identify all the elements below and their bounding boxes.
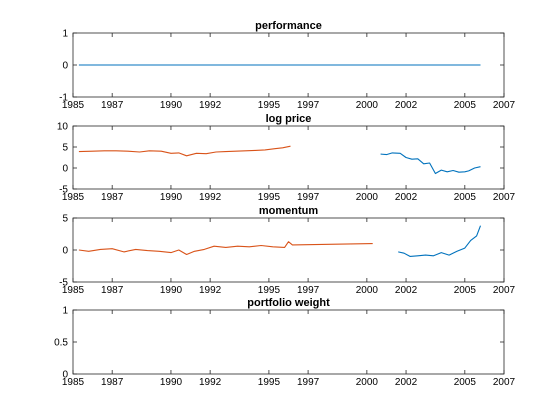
x-tick-label: 1995 <box>258 377 281 388</box>
axes-box <box>72 125 505 190</box>
x-tick-label: 1987 <box>101 100 124 111</box>
series-line-1 <box>78 145 291 157</box>
x-tick-label: 1995 <box>258 192 281 203</box>
x-tick-label: 1985 <box>62 377 85 388</box>
subplot-title: log price <box>266 113 312 125</box>
y-tick-label: -5 <box>59 278 68 289</box>
x-tick-label: 1992 <box>199 285 222 296</box>
x-tick-label: 2000 <box>356 192 379 203</box>
x-tick-label: 1997 <box>297 377 320 388</box>
x-tick-label: 1990 <box>160 100 183 111</box>
x-tick-label: 1987 <box>101 285 124 296</box>
y-tick-label: 1 <box>62 306 68 317</box>
x-tick-label: 2007 <box>493 285 516 296</box>
x-tick-label: 1985 <box>62 285 85 296</box>
subplot-4: portfolio weight 1985 1987 1990 1992 1995 1997… <box>54 297 515 388</box>
x-tick-label: 2005 <box>454 377 477 388</box>
x-tick-label: 2005 <box>454 192 477 203</box>
x-tick-label: 2000 <box>356 100 379 111</box>
x-tick-label: 1997 <box>297 285 320 296</box>
x-tick-label: 1995 <box>258 285 281 296</box>
y-tick-label: 1 <box>62 29 68 40</box>
x-tick-label: 2005 <box>454 285 477 296</box>
y-tick-label: 5 <box>62 143 68 154</box>
x-tick-label: 2002 <box>395 377 418 388</box>
y-tick-label: -1 <box>59 93 68 104</box>
x-tick-label: 1995 <box>258 100 281 111</box>
subplot-title: portfolio weight <box>247 297 330 309</box>
x-tick-label: 2002 <box>395 100 418 111</box>
x-tick-label: 1992 <box>199 192 222 203</box>
y-tick-label: 0 <box>62 246 68 257</box>
x-tick-label: 2005 <box>454 100 477 111</box>
subplot-3: momentum 1985 1987 1990 1992 1995 1997 2000 2002… <box>59 205 515 296</box>
subplot-title: momentum <box>259 205 319 217</box>
x-tick-label: 2002 <box>395 285 418 296</box>
x-tick-label: 1987 <box>101 192 124 203</box>
x-tick-label: 2007 <box>493 377 516 388</box>
y-tick-label: 10 <box>57 122 69 133</box>
y-tick-label: 0 <box>62 164 68 175</box>
x-tick-label: 1985 <box>62 100 85 111</box>
x-tick-label: 1992 <box>199 100 222 111</box>
x-tick-label: 1990 <box>160 285 183 296</box>
series-line-2 <box>398 225 482 257</box>
x-tick-label: 1997 <box>297 192 320 203</box>
subplot-2: log price 1985 1987 1990 1992 1995 1997 2000 200… <box>57 113 516 203</box>
x-tick-label: 1987 <box>101 377 124 388</box>
x-tick-label: 1992 <box>199 377 222 388</box>
axes-box <box>72 309 505 375</box>
series-line-1 <box>78 241 373 256</box>
x-tick-label: 2000 <box>356 377 379 388</box>
y-tick-label: 0 <box>62 370 68 381</box>
y-tick-label: 0 <box>62 61 68 72</box>
y-tick-label: 0.5 <box>54 338 68 349</box>
subplot-title: performance <box>255 20 322 32</box>
x-tick-label: 2007 <box>493 100 516 111</box>
x-tick-label: 2007 <box>493 192 516 203</box>
x-tick-label: 2000 <box>356 285 379 296</box>
y-tick-label: 5 <box>62 214 68 225</box>
x-tick-label: 1997 <box>297 100 320 111</box>
x-tick-label: 2002 <box>395 192 418 203</box>
subplot-1: performance 1985 1987 1990 1992 1995 1997 2000 2… <box>59 20 515 111</box>
x-tick-label: 1990 <box>160 377 183 388</box>
series-line-2 <box>380 152 481 175</box>
x-tick-label: 1990 <box>160 192 183 203</box>
y-tick-label: -5 <box>59 185 68 196</box>
x-tick-label: 1985 <box>62 192 85 203</box>
